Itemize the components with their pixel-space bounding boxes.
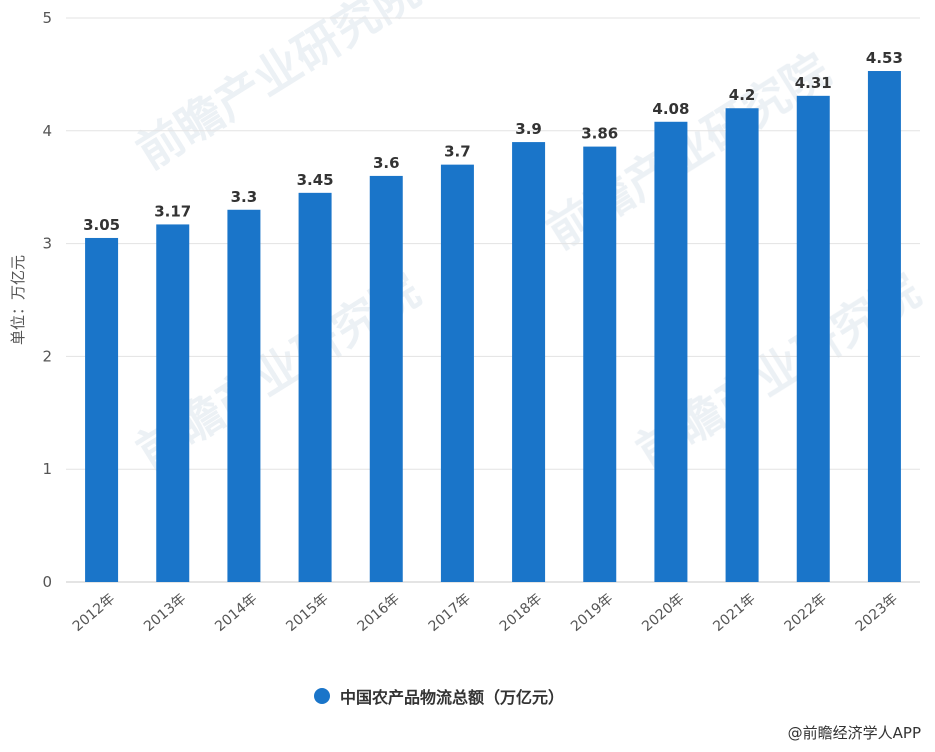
x-tick-label: 2021年 xyxy=(710,591,758,635)
bar[interactable] xyxy=(298,192,332,582)
data-label: 3.05 xyxy=(83,216,120,234)
data-label: 3.45 xyxy=(297,171,334,189)
y-tick-label: 1 xyxy=(42,460,52,478)
y-tick-label: 3 xyxy=(42,235,52,253)
bar[interactable] xyxy=(85,237,119,582)
y-tick-label: 0 xyxy=(42,573,52,591)
source-credit: @前瞻经济学人APP xyxy=(787,724,921,742)
bar[interactable] xyxy=(156,224,190,582)
bars xyxy=(85,71,901,583)
watermark-text: 前瞻产业研究院 xyxy=(127,0,429,179)
data-labels: 3.05 3.17 3.3 3.45 3.6 3.7 3.9 3.86 4.08 4.2 4.31 4… xyxy=(83,49,903,234)
data-label: 3.17 xyxy=(154,202,191,220)
data-label: 4.53 xyxy=(866,49,903,67)
legend[interactable]: 中国农产品物流总额（万亿元） xyxy=(314,684,564,708)
data-label: 3.86 xyxy=(581,125,618,143)
watermark-text: 前瞻产业研究院 xyxy=(537,43,839,259)
y-tick-label: 5 xyxy=(42,9,52,27)
bar[interactable] xyxy=(796,95,830,582)
bar[interactable] xyxy=(227,209,261,582)
x-tick-label: 2018年 xyxy=(497,591,545,635)
y-axis-ticks: 0 1 2 3 4 5 xyxy=(42,9,52,591)
data-label: 4.31 xyxy=(795,74,832,92)
bar[interactable] xyxy=(654,121,688,582)
bar[interactable] xyxy=(867,71,901,583)
data-label: 3.9 xyxy=(515,120,542,138)
x-tick-label: 2017年 xyxy=(426,591,474,635)
data-label: 4.08 xyxy=(652,100,689,118)
data-label: 4.2 xyxy=(729,86,756,104)
y-tick-label: 4 xyxy=(42,122,52,140)
data-label: 3.3 xyxy=(231,188,258,206)
x-tick-label: 2023年 xyxy=(853,591,901,635)
gridlines xyxy=(66,17,920,583)
x-tick-label: 2016年 xyxy=(355,591,403,635)
bar[interactable] xyxy=(583,146,617,583)
legend-marker xyxy=(314,688,330,704)
y-tick-label: 2 xyxy=(42,347,52,365)
x-tick-label: 2013年 xyxy=(141,591,189,635)
x-tick-label: 2022年 xyxy=(782,591,830,635)
bar[interactable] xyxy=(369,175,403,583)
y-axis-label: 单位：万亿元 xyxy=(9,255,27,345)
x-tick-label: 2014年 xyxy=(212,591,260,635)
data-label: 3.7 xyxy=(444,143,471,161)
x-tick-label: 2015年 xyxy=(283,591,331,635)
bar[interactable] xyxy=(440,164,474,582)
bar[interactable] xyxy=(725,108,759,583)
x-axis-ticks: 2012年 2013年 2014年 2015年 2016年 2017年 2018年 2019年… xyxy=(70,591,901,635)
x-tick-label: 2012年 xyxy=(70,591,118,635)
x-tick-label: 2020年 xyxy=(639,591,687,635)
data-label: 3.6 xyxy=(373,154,400,172)
bar[interactable] xyxy=(512,142,546,582)
x-tick-label: 2019年 xyxy=(568,591,616,635)
legend-label: 中国农产品物流总额（万亿元） xyxy=(340,688,565,707)
